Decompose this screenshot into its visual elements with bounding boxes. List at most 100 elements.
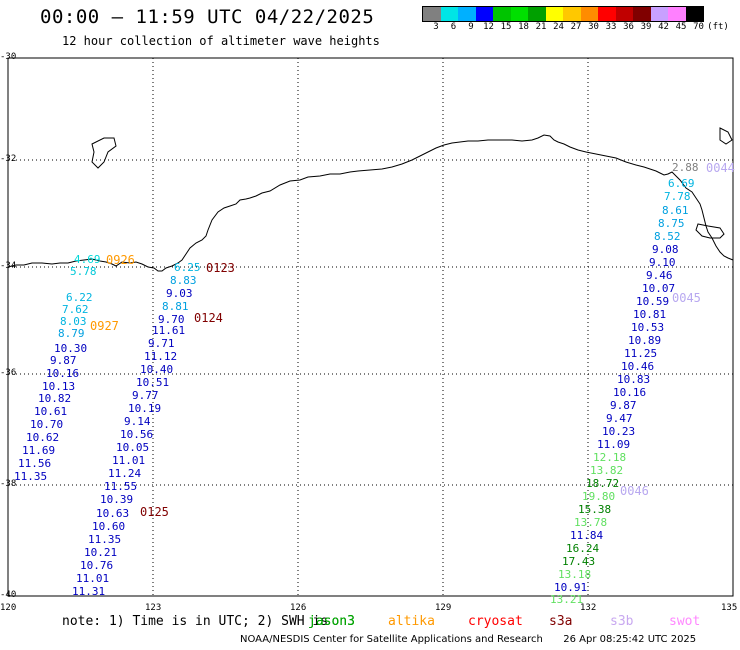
wave-height-value: 16.24 bbox=[566, 542, 600, 555]
wave-height-value: 10.13 bbox=[42, 380, 76, 393]
scale-swatch bbox=[528, 7, 546, 21]
wave-height-value: 10.59 bbox=[636, 295, 670, 308]
wave-height-value: 10.53 bbox=[631, 321, 665, 334]
scale-label: 21 bbox=[535, 22, 547, 32]
wave-height-value: 11.01 bbox=[76, 572, 110, 585]
scale-unit: (ft) bbox=[707, 22, 729, 32]
scale-label: 27 bbox=[570, 22, 582, 32]
scale-label: 70 bbox=[693, 22, 704, 32]
wave-height-color-scale bbox=[422, 6, 704, 22]
satellite-legend-item: altika bbox=[388, 614, 435, 629]
wave-height-value: 8.79 bbox=[58, 327, 85, 340]
satellite-legend-item: s3a bbox=[549, 614, 573, 629]
scale-swatch bbox=[615, 7, 633, 21]
wave-height-value: 12.18 bbox=[593, 451, 627, 464]
wave-height-value: 10.40 bbox=[140, 363, 174, 376]
wave-height-value: 10.46 bbox=[621, 360, 655, 373]
map-area: -30 -32 -34 -36 -38 -40 120 123 126 129 132 135 092… bbox=[0, 53, 737, 613]
wave-height-value: 13.21 bbox=[550, 593, 584, 606]
scale-swatch bbox=[440, 7, 458, 21]
wave-height-value: 11.09 bbox=[597, 438, 631, 451]
wave-height-value: 10.56 bbox=[120, 428, 154, 441]
longitude-label: 120 bbox=[0, 603, 17, 613]
wave-height-value: 9.03 bbox=[166, 287, 193, 300]
wave-height-value: 7.62 bbox=[62, 303, 89, 316]
footer-credit: NOAA/NESDIS Center for Satellite Applica… bbox=[240, 634, 543, 645]
pass-time-label: 0046 bbox=[620, 484, 649, 498]
map-frame bbox=[7, 57, 734, 597]
color-scale-labels: 3 6 9 12 15 18 21 24 27 30 33 36 39 42 45 70 (ft) bbox=[422, 22, 740, 34]
scale-label: 24 bbox=[553, 22, 564, 32]
wave-height-value: 11.35 bbox=[14, 470, 48, 483]
wave-height-value: 9.46 bbox=[646, 269, 673, 282]
wave-height-value: 11.56 bbox=[18, 457, 52, 470]
longitude-label: 126 bbox=[290, 603, 307, 613]
scale-swatch bbox=[493, 7, 511, 21]
wave-height-value: 8.03 bbox=[60, 315, 87, 328]
scale-label: 42 bbox=[658, 22, 669, 32]
latitude-label: -30 bbox=[0, 52, 17, 62]
wave-height-value: 13.82 bbox=[590, 464, 624, 477]
scale-label: 45 bbox=[675, 22, 687, 32]
pass-time-label: 0125 bbox=[140, 505, 169, 519]
scale-label: 36 bbox=[623, 22, 634, 32]
kangaroo-island bbox=[695, 223, 725, 239]
wave-height-value: 10.61 bbox=[34, 405, 68, 418]
wave-height-value: 6.69 bbox=[668, 177, 695, 190]
wave-height-value: 11.61 bbox=[152, 324, 186, 337]
wave-height-value: 10.51 bbox=[136, 376, 170, 389]
satellite-legend-item: jason3 bbox=[308, 614, 355, 629]
wave-height-value: 10.91 bbox=[554, 581, 588, 594]
wave-height-value: 8.52 bbox=[654, 230, 681, 243]
wave-height-value: 11.55 bbox=[104, 480, 138, 493]
wave-height-value: 17.43 bbox=[562, 555, 596, 568]
wave-height-value: 9.87 bbox=[50, 354, 77, 367]
pass-time-label: 0124 bbox=[194, 311, 223, 325]
map-canvas bbox=[7, 57, 734, 597]
satellite-legend-item: s3b bbox=[610, 614, 634, 629]
wave-height-value: 8.61 bbox=[662, 204, 689, 217]
scale-swatch bbox=[563, 7, 581, 21]
wave-height-value: 9.71 bbox=[148, 337, 175, 350]
longitude-label: 132 bbox=[580, 603, 597, 613]
wave-height-value: 8.75 bbox=[658, 217, 685, 230]
footer-timestamp: 26 Apr 08:25:42 UTC 2025 bbox=[563, 634, 697, 645]
scale-swatch bbox=[510, 7, 528, 21]
wave-height-value: 10.05 bbox=[116, 441, 150, 454]
latitude-label: -32 bbox=[0, 154, 17, 164]
scale-swatch bbox=[580, 7, 598, 21]
satellite-legend-note: note: 1) Time is in UTC; 2) SWH is jason… bbox=[62, 614, 700, 629]
wave-height-value: 10.83 bbox=[617, 373, 651, 386]
wave-height-value: 11.84 bbox=[570, 529, 604, 542]
wave-height-value: 10.81 bbox=[633, 308, 667, 321]
scale-swatch bbox=[458, 7, 476, 21]
wave-height-value: 9.77 bbox=[132, 389, 159, 402]
satellite-legend-item: jason3 bbox=[308, 614, 355, 629]
wave-height-value: 11.35 bbox=[88, 533, 122, 546]
wave-height-value: 10.39 bbox=[100, 493, 134, 506]
wave-height-value: 6.22 bbox=[66, 291, 93, 304]
wave-height-value: 10.19 bbox=[128, 402, 162, 415]
scale-swatch bbox=[475, 7, 493, 21]
longitude-label: 123 bbox=[145, 603, 162, 613]
wave-height-value: 10.30 bbox=[54, 342, 88, 355]
wave-height-value: 10.21 bbox=[84, 546, 118, 559]
pass-time-label: 0044 bbox=[706, 161, 735, 175]
wave-height-value: 10.16 bbox=[46, 367, 80, 380]
wave-height-value: 9.47 bbox=[606, 412, 633, 425]
recherche-islands bbox=[91, 137, 117, 169]
wave-height-value: 8.83 bbox=[170, 274, 197, 287]
wave-height-value: 11.01 bbox=[112, 454, 146, 467]
pass-time-label: 0123 bbox=[206, 261, 235, 275]
wave-height-value: 7.78 bbox=[664, 190, 691, 203]
wave-height-value: 10.23 bbox=[602, 425, 636, 438]
wave-height-value: 9.08 bbox=[652, 243, 679, 256]
satellite-legend-item: swot bbox=[669, 614, 701, 629]
wave-height-value: 2.88 bbox=[672, 161, 699, 174]
scale-swatch bbox=[668, 7, 686, 21]
scale-label: 6 bbox=[450, 22, 457, 32]
wave-height-value: 10.16 bbox=[613, 386, 647, 399]
scale-label: 33 bbox=[605, 22, 617, 32]
pass-time-label: 0045 bbox=[672, 291, 701, 305]
graticule bbox=[8, 58, 733, 596]
